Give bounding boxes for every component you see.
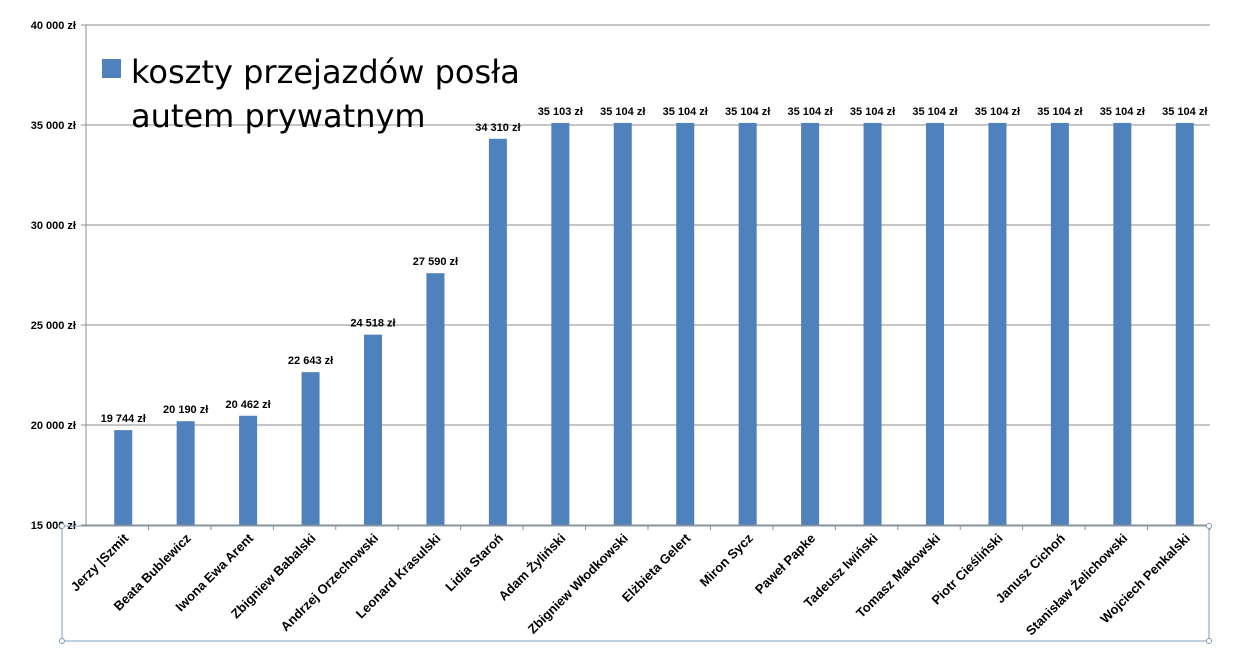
bar [551, 122, 570, 525]
y-tick-label: 15 000 zł [31, 520, 76, 532]
data-label: 35 104 zł [1162, 106, 1207, 118]
data-label: 20 462 zł [225, 399, 270, 411]
data-label: 22 643 zł [288, 355, 333, 367]
bar [1175, 122, 1194, 526]
bar [114, 430, 133, 525]
data-label: 35 104 zł [1100, 106, 1145, 118]
category-label: Lidia Staroń [442, 530, 506, 594]
bar [676, 122, 695, 526]
bar [1113, 122, 1132, 526]
data-label: 24 518 zł [350, 318, 395, 330]
bar [863, 122, 882, 526]
category-label: Paweł Papke [752, 531, 818, 597]
data-label: 35 104 zł [850, 106, 895, 118]
category-label: Stanisław Żelichowski [1023, 531, 1131, 639]
y-axis-ticks: 15 000 zł 20 000 zł 25 000 zł 30 000 zł 35 0… [31, 20, 87, 532]
y-tick-label: 20 000 zł [31, 420, 76, 432]
y-tick-label: 25 000 zł [31, 320, 76, 332]
data-label: 27 590 zł [413, 256, 458, 268]
y-tick-label: 35 000 zł [31, 120, 76, 132]
selection-handle[interactable] [1206, 638, 1212, 644]
selection-handle[interactable] [59, 638, 65, 644]
bar [1050, 122, 1069, 526]
bars [114, 122, 1194, 526]
bar [988, 122, 1007, 526]
selection-handle[interactable] [1206, 523, 1212, 529]
legend-label-line-2: autem prywatnym [131, 97, 426, 135]
data-label: 35 104 zł [912, 106, 957, 118]
bar [364, 334, 382, 525]
legend: koszty przejazdów posła autem prywatnym [102, 53, 520, 135]
bar [301, 372, 320, 525]
selection-handle[interactable] [59, 523, 65, 529]
data-label: 35 103 zł [538, 106, 583, 118]
data-label: 35 104 zł [663, 106, 708, 118]
category-label: Miron Sycz [697, 530, 756, 589]
bar [239, 415, 258, 525]
data-label: 20 190 zł [163, 404, 208, 416]
category-axis-selection[interactable] [61, 525, 1210, 642]
bar [801, 122, 820, 526]
bar [488, 138, 507, 526]
bar [176, 421, 195, 525]
bar [613, 122, 632, 526]
data-label: 35 104 zł [787, 106, 832, 118]
y-tick-label: 30 000 zł [31, 220, 76, 232]
bar [738, 122, 757, 526]
y-tick-label: 40 000 zł [31, 20, 76, 32]
data-label: 35 104 zł [975, 106, 1020, 118]
data-label: 35 104 zł [600, 106, 645, 118]
bar [426, 273, 445, 525]
legend-swatch [102, 59, 121, 78]
data-label: 19 744 zł [101, 413, 146, 425]
data-label: 34 310 zł [475, 122, 520, 134]
legend-label-line-1: koszty przejazdów posła [131, 53, 520, 91]
selection-box[interactable] [59, 523, 1212, 644]
category-label: Jerzy |Szmit [68, 530, 132, 594]
data-label: 35 104 zł [1037, 106, 1082, 118]
data-label: 35 104 zł [725, 106, 770, 118]
data-labels: 19 744 zł 20 190 zł 20 462 zł 22 643 zł 24 5… [101, 106, 1208, 425]
bar [926, 122, 944, 526]
